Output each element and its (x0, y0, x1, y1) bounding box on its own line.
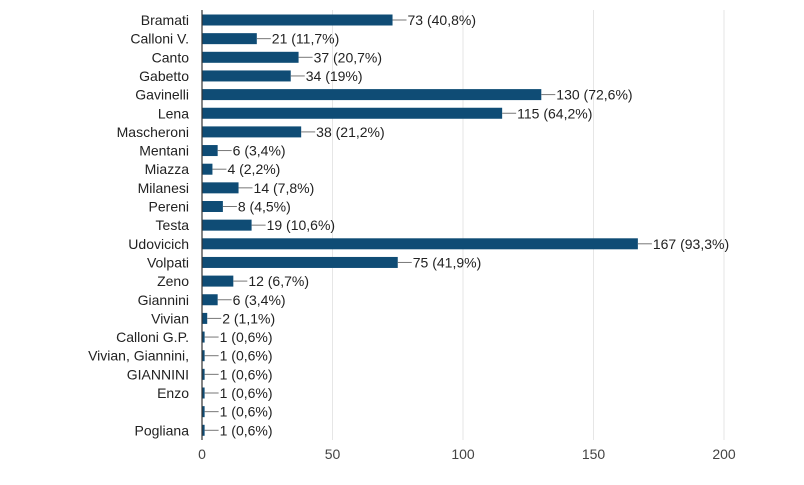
category-label: Vivian, Giannini, (88, 348, 189, 364)
data-label: 1 (0,6%) (220, 422, 273, 438)
data-label: 75 (41,9%) (413, 254, 481, 270)
data-label: 37 (20,7%) (314, 49, 382, 65)
category-label: Miazza (145, 161, 190, 177)
category-label: Lena (158, 105, 189, 121)
category-labels: Bramati Calloni V. Canto Gabetto Gavinelli Le… (88, 12, 189, 438)
bar-milanesi (202, 182, 239, 194)
category-label: Volpati (147, 254, 189, 270)
category-label: Zeno (157, 273, 189, 289)
data-label: 1 (0,6%) (220, 329, 273, 345)
category-label: Testa (156, 217, 190, 233)
data-label: 38 (21,2%) (316, 124, 384, 140)
x-tick-label: 50 (325, 446, 341, 462)
category-label: Udovicich (128, 236, 189, 252)
data-label: 6 (3,4%) (233, 143, 286, 159)
data-label: 12 (6,7%) (248, 273, 309, 289)
bar-blank (202, 406, 205, 418)
bar-calloni-g-p (202, 331, 205, 343)
data-label: 167 (93,3%) (653, 236, 729, 252)
category-label: Enzo (157, 385, 189, 401)
x-tick-label: 0 (198, 446, 206, 462)
bar-calloni-v (202, 33, 257, 45)
data-label: 1 (0,6%) (220, 385, 273, 401)
bar-gavinelli (202, 89, 542, 101)
bar-canto (202, 51, 299, 63)
bar-vivian-giannini (202, 350, 205, 362)
category-label: Pogliana (135, 422, 190, 438)
category-label: Mascheroni (117, 124, 189, 140)
bar-giannini (202, 368, 205, 380)
category-label: Giannini (138, 292, 189, 308)
bar-miazza (202, 163, 213, 175)
category-label: Canto (152, 49, 190, 65)
bar-udovicich (202, 238, 638, 250)
bar-testa (202, 219, 252, 231)
category-label: Milanesi (138, 180, 189, 196)
category-label: Calloni V. (130, 31, 189, 47)
category-label: Gavinelli (135, 87, 189, 103)
data-label: 1 (0,6%) (220, 348, 273, 364)
category-label: Calloni G.P. (116, 329, 189, 345)
data-label: 1 (0,6%) (220, 404, 273, 420)
category-label: GIANNINI (127, 366, 189, 382)
data-label: 1 (0,6%) (220, 366, 273, 382)
bar-vivian (202, 312, 208, 324)
data-label: 14 (7,8%) (254, 180, 315, 196)
data-label: 19 (10,6%) (267, 217, 335, 233)
data-label: 4 (2,2%) (227, 161, 280, 177)
data-labels: 73 (40,8%) 21 (11,7%) 37 (20,7%) 34 (19%) 13… (204, 12, 729, 438)
gridlines (332, 10, 725, 440)
bar-gabetto (202, 70, 291, 82)
x-tick-label: 150 (582, 446, 606, 462)
data-label: 8 (4,5%) (238, 199, 291, 215)
bar-mentani (202, 145, 218, 157)
bar-pereni (202, 201, 223, 212)
x-tick-label: 100 (451, 446, 475, 462)
data-label: 21 (11,7%) (272, 31, 339, 47)
bar-volpati (202, 256, 398, 268)
data-label: 73 (40,8%) (408, 12, 476, 28)
bar-lena (202, 107, 503, 119)
category-label: Vivian (151, 310, 189, 326)
x-tick-labels: 0 50 100 150 200 (198, 446, 736, 462)
data-label: 130 (72,6%) (556, 87, 632, 103)
bar-mascheroni (202, 126, 302, 138)
data-label: 2 (1,1%) (222, 310, 275, 326)
bars (202, 14, 638, 436)
category-label: Pereni (149, 199, 189, 215)
bar-pogliana (202, 424, 205, 436)
bar-bramati (202, 14, 393, 26)
data-label: 6 (3,4%) (233, 292, 286, 308)
category-label: Gabetto (139, 68, 189, 84)
bar-enzo (202, 387, 205, 399)
data-label: 115 (64,2%) (517, 105, 592, 121)
bar-zeno (202, 275, 234, 287)
category-label: Bramati (141, 12, 189, 28)
x-tick-label: 200 (712, 446, 736, 462)
category-label: Mentani (139, 143, 189, 159)
data-label: 34 (19%) (306, 68, 363, 84)
bar-giannini (202, 294, 218, 306)
